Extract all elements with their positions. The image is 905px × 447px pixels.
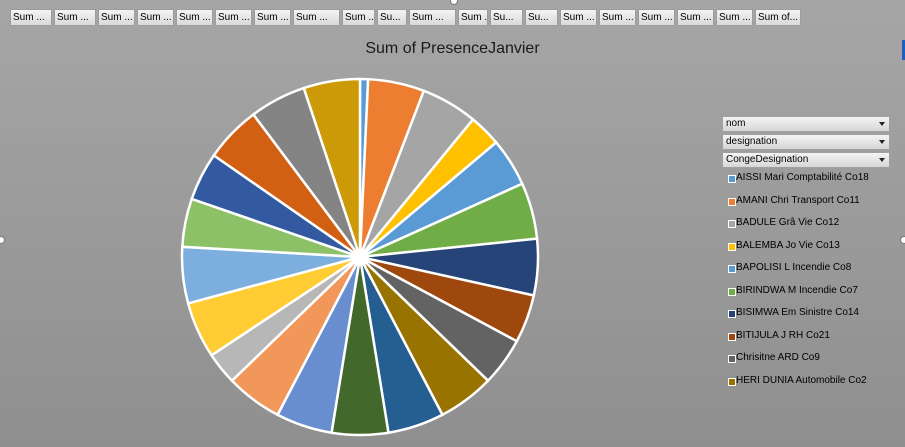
field-button-8[interactable]: Sum ... — [342, 9, 375, 26]
field-button-15[interactable]: Sum ... — [599, 9, 636, 26]
legend-swatch — [728, 175, 736, 183]
chart-title: Sum of PresenceJanvier — [365, 40, 540, 57]
legend-label: AISSI Mari Comptabilité Co18 — [736, 172, 869, 183]
legend-label: BITIJULA J RH Co21 — [736, 329, 830, 341]
resize-handle-top[interactable] — [450, 0, 458, 5]
legend-item: BADULE Grâ Vie Co12 — [722, 217, 892, 240]
legend-swatch — [728, 377, 736, 386]
value-field-bar: Sum ... Sum ... Sum ... Sum ... Sum ... Sum .… — [10, 9, 890, 27]
field-button-14[interactable]: Sum ... — [560, 9, 597, 26]
filter-buttons: nom designation CongeDesignation — [722, 116, 892, 168]
field-button-18[interactable]: Sum ... — [716, 9, 753, 26]
field-button-5[interactable]: Sum ... — [215, 9, 252, 26]
chevron-down-icon — [879, 122, 885, 126]
field-button-2[interactable]: Sum ... — [98, 9, 135, 26]
legend-swatch — [728, 287, 736, 296]
field-button-9[interactable]: Su... — [377, 9, 407, 26]
legend-swatch — [728, 332, 736, 341]
field-button-7[interactable]: Sum ... — [293, 9, 340, 26]
field-button-19[interactable]: Sum of... — [755, 9, 801, 26]
field-button-17[interactable]: Sum ... — [677, 9, 714, 26]
legend-label: BISIMWA Em Sinistre Co14 — [736, 307, 859, 318]
field-button-12[interactable]: Su... — [490, 9, 523, 26]
legend-swatch — [728, 310, 736, 318]
legend-item: AISSI Mari Comptabilité Co18 — [722, 172, 892, 195]
field-button-0[interactable]: Sum ... — [10, 9, 52, 26]
filter-dropdown-designation[interactable]: designation — [722, 134, 890, 150]
field-button-6[interactable]: Sum ... — [254, 9, 291, 26]
pie-slice-21[interactable] — [302, 77, 362, 258]
legend-item: HERI DUNIA Automobile Co2 — [722, 375, 892, 398]
legend-label: HERI DUNIA Automobile Co2 — [736, 374, 867, 386]
legend-item: Chrisitne ARD Co9 — [722, 352, 892, 375]
legend-item: BAPOLISI L Incendie Co8 — [722, 262, 892, 285]
field-button-3[interactable]: Sum ... — [137, 9, 174, 26]
filter-dropdown-CongeDesignation[interactable]: CongeDesignation — [722, 152, 890, 168]
legend: nom designation CongeDesignation AISSI Mar… — [722, 116, 892, 397]
chevron-down-icon — [879, 140, 885, 144]
legend-item: BIRINDWA M Incendie Co7 — [722, 285, 892, 308]
legend-label: Chrisitne ARD Co9 — [736, 352, 820, 363]
legend-item: BALEMBA Jo Vie Co13 — [722, 240, 892, 263]
legend-label: BAPOLISI L Incendie Co8 — [736, 262, 852, 273]
selection-mark — [902, 40, 905, 60]
legend-item: BISIMWA Em Sinistre Co14 — [722, 307, 892, 330]
legend-swatch — [728, 242, 736, 251]
filter-label: CongeDesignation — [726, 154, 809, 165]
legend-label: AMANI Chri Transport Co11 — [736, 194, 860, 206]
field-button-13[interactable]: Su... — [525, 9, 558, 26]
legend-items: AISSI Mari Comptabilité Co18 AMANI Chri T… — [722, 172, 892, 397]
legend-item: BITIJULA J RH Co21 — [722, 330, 892, 353]
chevron-down-icon — [879, 158, 885, 162]
filter-dropdown-nom[interactable]: nom — [722, 116, 890, 132]
field-button-16[interactable]: Sum ... — [638, 9, 675, 26]
field-button-4[interactable]: Sum ... — [176, 9, 213, 26]
legend-item: AMANI Chri Transport Co11 — [722, 195, 892, 218]
filter-label: designation — [726, 136, 778, 147]
legend-swatch — [728, 355, 736, 363]
resize-handle-right[interactable] — [900, 236, 905, 244]
legend-swatch — [728, 220, 736, 228]
legend-swatch — [728, 197, 736, 206]
legend-label: BADULE Grâ Vie Co12 — [736, 217, 840, 228]
field-button-11[interactable]: Sum ... — [458, 9, 488, 26]
legend-swatch — [728, 265, 736, 273]
resize-handle-left[interactable] — [0, 236, 5, 244]
filter-label: nom — [726, 118, 746, 129]
legend-label: BALEMBA Jo Vie Co13 — [736, 239, 840, 251]
legend-label: BIRINDWA M Incendie Co7 — [736, 284, 858, 296]
field-button-10[interactable]: Sum ... — [409, 9, 456, 26]
field-button-1[interactable]: Sum ... — [54, 9, 96, 26]
